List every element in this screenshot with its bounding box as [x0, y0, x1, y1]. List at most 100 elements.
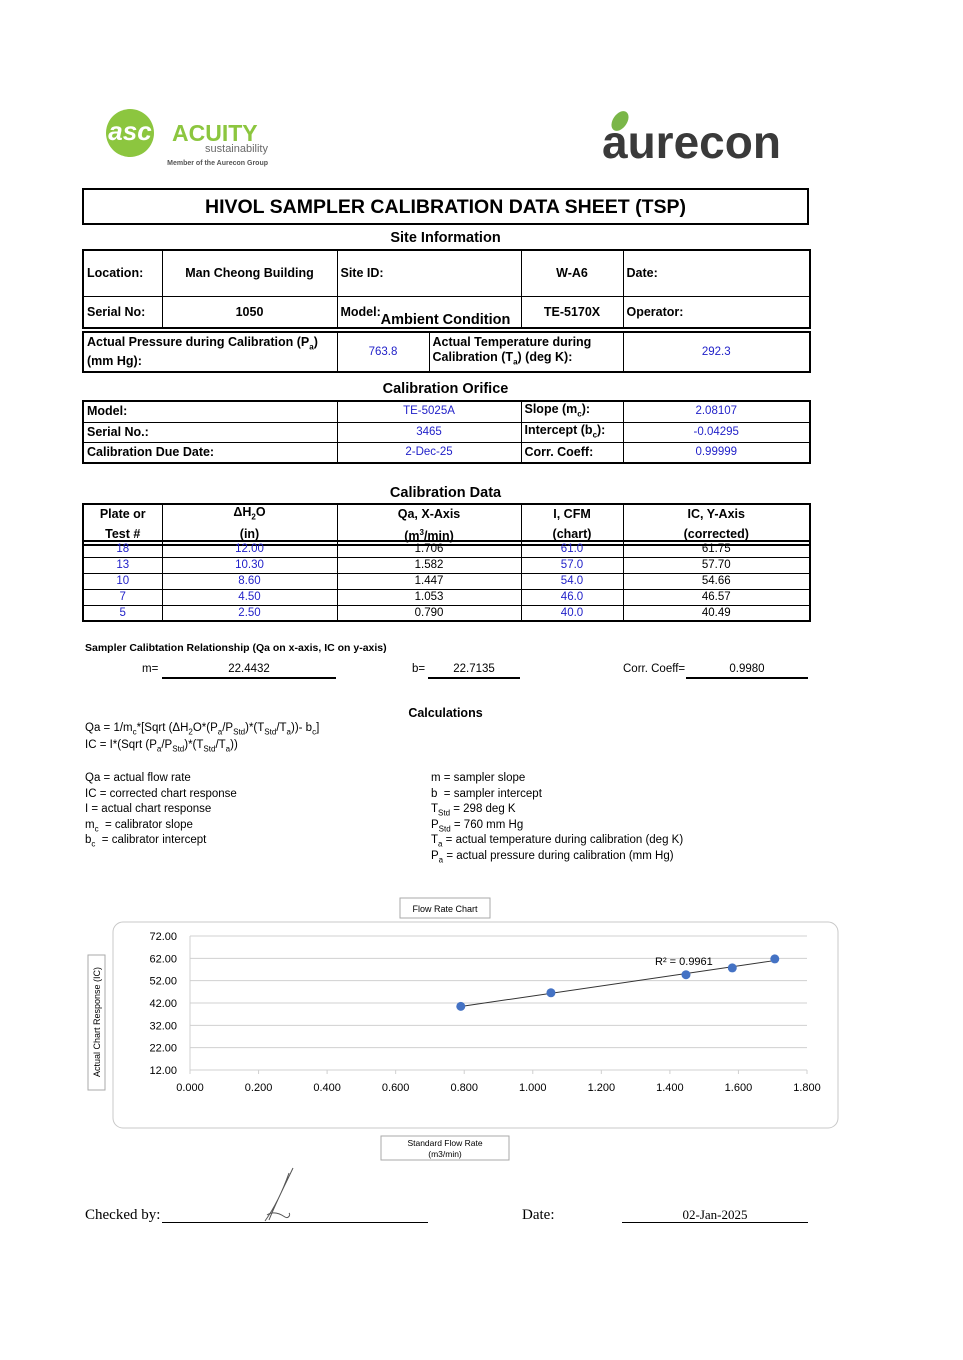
data-point	[770, 954, 780, 964]
corr-label: Corr. Coeff=	[623, 663, 686, 675]
table-cell: 2.50	[161, 604, 338, 622]
script-text: Std	[438, 808, 451, 818]
calc-line: mc = calibrator slope	[85, 819, 193, 833]
script-text: Std	[203, 743, 216, 753]
text-part: Intercept (b	[524, 422, 593, 437]
text-part: P	[431, 818, 439, 831]
text-part: )*(T	[184, 738, 204, 751]
calc-line: Pa = actual pressure during calibration …	[431, 850, 674, 864]
script-text: a	[217, 727, 223, 737]
calibration-table: 18 12.00 1.706 61.0 61.75 13 10.30 1.582 57.0 57.…	[82, 540, 811, 622]
y-tick-label: 32.00	[149, 1020, 177, 1032]
table-cell: 2.08107	[622, 400, 811, 423]
table-cell: TE-5025A	[336, 400, 522, 423]
table-cell: Actual Temperature during Calibration (T…	[428, 331, 624, 373]
y-tick-label: 62.00	[149, 953, 177, 965]
table-row: Model: TE-5025A Slope (mc): 2.08107	[82, 400, 811, 423]
x-tick-label: 1.800	[793, 1082, 821, 1094]
script-text: a	[156, 743, 162, 753]
title-box	[399, 897, 491, 919]
x-axis-label: Standard Flow Rate	[407, 1138, 482, 1148]
table-cell: W-A6	[520, 249, 624, 297]
table-cell: Serial No:	[82, 296, 163, 329]
site-table: Location: Man Cheong Building Site ID: W-A6…	[82, 249, 811, 329]
text-part: = actual pressure during calibration (mm…	[443, 850, 674, 862]
trendline	[460, 960, 775, 1007]
x-tick-label: 1.000	[519, 1082, 547, 1094]
table-row: 13 10.30 1.582 57.0 57.70	[82, 556, 811, 574]
text-part: T	[431, 834, 439, 847]
text-part: ) (deg K):	[517, 349, 573, 364]
table-cell: 763.8	[336, 331, 430, 373]
table-cell: Calibration Due Date:	[82, 442, 338, 463]
text-part: ) (mm Hg):	[87, 334, 318, 369]
x-label-box	[380, 1135, 510, 1161]
table-cell: Actual Pressure during Calibration (Pa) …	[82, 331, 338, 373]
x-tick-label: 1.200	[588, 1082, 616, 1094]
text-part: ΔH	[233, 505, 252, 519]
text-part: Actual Temperature during Calibration (T	[432, 334, 592, 364]
table-cell: IC, Y-Axis	[622, 503, 811, 525]
logo-circle	[106, 109, 154, 157]
table-cell: -0.04295	[622, 421, 811, 443]
table-cell: 13	[82, 556, 163, 574]
text-part: I = actual chart response	[85, 803, 212, 815]
text-part: Actual Pressure during Calibration (P	[87, 334, 310, 349]
text-part: /P	[161, 738, 173, 751]
table-row: 18 12.00 1.706 61.0 61.75	[82, 540, 811, 558]
table-cell: Site ID:	[336, 249, 522, 297]
table-cell: 5	[82, 604, 163, 622]
text-part: *[Sqrt (ΔH	[136, 722, 189, 734]
calc-line: I = actual chart response	[85, 803, 211, 815]
chart: Flow Rate Chart 12.00 22.00 32.00 42.00 52.00…	[87, 897, 839, 1161]
table-cell: Man Cheong Building	[161, 249, 338, 297]
text-part: Qa = actual flow rate	[85, 772, 191, 784]
x-tick-label: 1.400	[656, 1082, 684, 1094]
table-cell: Operator:	[622, 296, 811, 329]
table-cell: 40.0	[520, 604, 624, 622]
table-cell: Model:	[82, 400, 338, 423]
script-text: c	[592, 430, 598, 439]
text-part: )*(T	[245, 722, 265, 734]
table-cell: Plate or	[82, 503, 163, 525]
text-part: IC = I*(Sqrt (P	[85, 738, 157, 751]
script-text: 2	[188, 727, 193, 737]
logo-tagline: sustainability	[205, 143, 268, 155]
corr-value: 0.9980	[729, 663, 765, 675]
table-row: Calibration Due Date: 2-Dec-25 Corr. Coeff…	[82, 442, 811, 463]
calc-line: IC = I*(Sqrt (Pa/PStd)*(TStd/Ta))	[85, 739, 238, 753]
text-part: = actual temperature during calibration …	[442, 834, 684, 847]
chart-title: Flow Rate Chart	[412, 904, 478, 914]
section-heading: Calibration Data	[389, 485, 502, 501]
table-cell: 1050	[161, 296, 338, 329]
table-cell: Intercept (bc):	[520, 421, 624, 443]
table-row: Serial No.: 3465 Intercept (bc): -0.04295	[82, 421, 811, 443]
table-row: Actual Pressure during Calibration (Pa) …	[82, 331, 811, 373]
table-cell: ΔH2O	[161, 503, 338, 525]
y-tick-label: 12.00	[149, 1065, 177, 1077]
table-cell: 8.60	[161, 572, 338, 590]
text-part: ))	[230, 738, 238, 751]
table-cell: 46.0	[520, 588, 624, 606]
script-text: c	[91, 839, 96, 849]
table-cell: 1.706	[336, 540, 522, 558]
table-cell: 0.99999	[622, 442, 811, 463]
text-part: m = sampler slope	[431, 772, 526, 784]
b-label: b=	[412, 663, 426, 675]
table-cell: TE-5170X	[520, 296, 624, 329]
text-part: O*(P	[192, 722, 218, 734]
logo-name: ACUITY	[172, 120, 258, 146]
annotation: R² = 0.9961	[655, 956, 713, 968]
table-cell: 4.50	[161, 588, 338, 606]
script-text: c	[312, 727, 317, 737]
script-text: c	[577, 409, 582, 419]
table-cell: 0.790	[336, 604, 522, 622]
table-cell: 7	[82, 588, 163, 606]
script-text: a	[225, 743, 231, 753]
x-tick-label: 0.600	[382, 1082, 410, 1094]
calc-heading: Calculations	[408, 706, 483, 720]
text-part: = 298 deg K	[450, 803, 516, 816]
table-cell: Date:	[622, 249, 811, 297]
text-part: ):	[597, 422, 606, 437]
text-part: b	[85, 834, 92, 846]
